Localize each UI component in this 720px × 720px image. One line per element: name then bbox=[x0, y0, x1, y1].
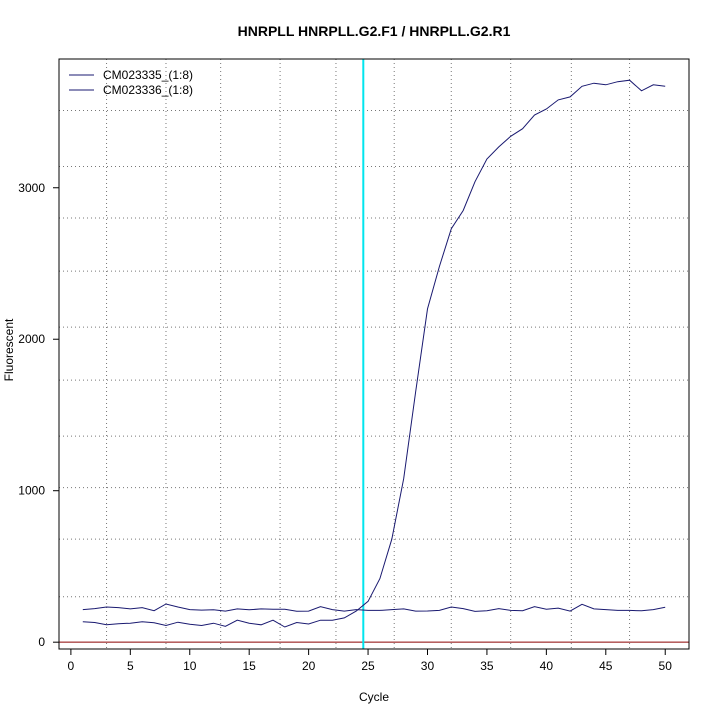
y-tick-label: 1000 bbox=[18, 484, 45, 498]
x-tick-label: 40 bbox=[540, 659, 554, 673]
x-tick-label: 5 bbox=[127, 659, 134, 673]
x-tick-label: 25 bbox=[361, 659, 375, 673]
x-axis: 0 5 10 15 20 25 30 35 40 45 50 bbox=[68, 648, 673, 673]
x-tick-label: 20 bbox=[302, 659, 316, 673]
x-tick-label: 35 bbox=[480, 659, 494, 673]
chart-title: HNRPLL HNRPLL.G2.F1 / HNRPLL.G2.R1 bbox=[238, 23, 511, 39]
legend-label: CM023335_(1:8) bbox=[103, 68, 193, 82]
reference-lines bbox=[59, 59, 689, 649]
x-tick-label: 50 bbox=[659, 659, 673, 673]
legend-label: CM023336_(1:8) bbox=[103, 83, 193, 97]
x-tick-label: 10 bbox=[183, 659, 197, 673]
y-tick-label: 2000 bbox=[18, 332, 45, 346]
x-tick-label: 0 bbox=[68, 659, 75, 673]
plot-frame bbox=[58, 58, 690, 650]
legend: CM023335_(1:8)CM023336_(1:8) bbox=[69, 68, 193, 97]
x-axis-label: Cycle bbox=[359, 690, 389, 704]
y-axis-label: Fluorescent bbox=[2, 318, 16, 381]
y-tick-label: 3000 bbox=[18, 181, 45, 195]
y-tick-label: 0 bbox=[38, 635, 45, 649]
y-axis: 0 1000 2000 3000 bbox=[18, 181, 60, 649]
x-tick-label: 30 bbox=[421, 659, 435, 673]
x-tick-label: 15 bbox=[243, 659, 257, 673]
grid-layer bbox=[59, 59, 689, 649]
x-tick-label: 45 bbox=[599, 659, 613, 673]
series-layer bbox=[82, 79, 666, 628]
series-line-1 bbox=[82, 603, 666, 612]
series-line-2 bbox=[82, 79, 666, 628]
